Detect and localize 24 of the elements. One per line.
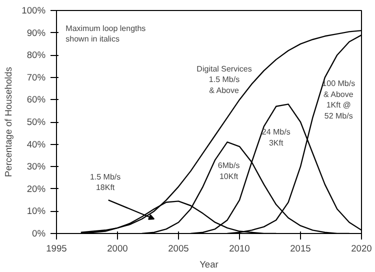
y-tick-label: 90% <box>26 28 46 38</box>
y-tick-label: 30% <box>26 162 46 172</box>
annotation: Maximum loop lengths shown in italics <box>66 24 146 44</box>
annotation: 6Mb/s 10Kft <box>218 161 240 181</box>
y-tick-label: 80% <box>26 50 46 60</box>
y-tick-label: 100% <box>22 6 46 16</box>
annotation: 1.5 Mb/s 18Kft <box>90 172 121 192</box>
x-tick-label: 2020 <box>351 244 372 254</box>
x-tick-label: 2000 <box>107 244 128 254</box>
y-tick-label: 0% <box>32 228 46 238</box>
y-tick-label: 50% <box>26 117 46 127</box>
x-axis-title: Year <box>200 260 218 270</box>
y-tick-label: 60% <box>26 94 46 105</box>
y-tick-label: 20% <box>26 184 46 194</box>
annotation: 24 Mb/s 3Kft <box>262 128 290 148</box>
y-tick-label: 40% <box>26 139 46 150</box>
y-tick-label: 70% <box>26 72 46 82</box>
annotation: Digital Services 1.5 Mb/s & Above <box>196 64 252 95</box>
x-tick-label: 2015 <box>290 244 311 254</box>
x-tick-label: 1995 <box>46 244 67 254</box>
y-axis-title: Percentage of Households <box>4 66 14 177</box>
y-tick-label: 10% <box>26 206 46 216</box>
x-tick-label: 2010 <box>229 244 250 254</box>
x-tick-label: 2005 <box>168 244 189 254</box>
